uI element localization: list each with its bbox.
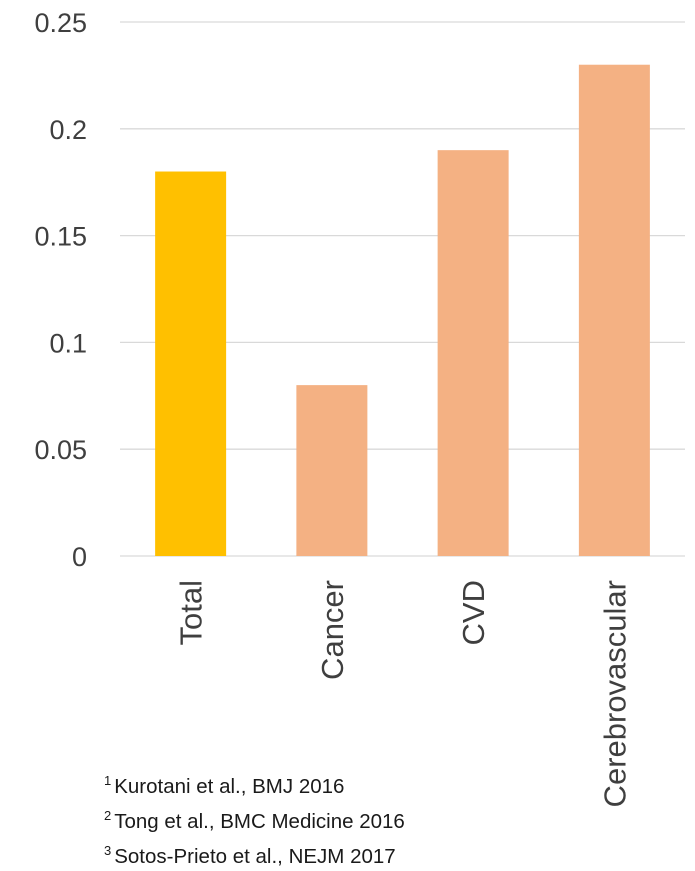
reference-3-text: Sotos-Prieto et al., NEJM 2017 (114, 845, 396, 868)
reference-2-number: 2 (104, 808, 112, 823)
y-tick-label-3: 0.15 (34, 222, 87, 252)
bar-cvd (437, 150, 509, 556)
bar-cancer (296, 385, 368, 556)
y-axis-ticks: 0 0.05 0.1 0.15 0.2 0.25 (34, 8, 87, 572)
reference-3: 3 Sotos-Prieto et al., NEJM 2017 (104, 836, 405, 871)
x-tick-label-total: Total (174, 580, 209, 645)
x-axis-ticks: Total Cancer CVD Cerebrovascular (174, 580, 633, 807)
reference-1-text: Kurotani et al., BMJ 2016 (114, 775, 345, 798)
x-tick-label-cerebrovascular: Cerebrovascular (597, 580, 632, 807)
reference-2: 2 Tong et al., BMC Medicine 2016 (104, 801, 405, 836)
reference-1: 1 Kurotani et al., BMJ 2016 (104, 766, 405, 801)
reference-3-number: 3 (104, 843, 112, 858)
reference-1-number: 1 (104, 773, 112, 788)
references: 1 Kurotani et al., BMJ 2016 2 Tong et al.,… (104, 766, 405, 871)
x-tick-label-cancer: Cancer (315, 580, 350, 680)
bars (155, 64, 650, 556)
bar-cerebrovascular (578, 64, 650, 556)
reference-2-text: Tong et al., BMC Medicine 2016 (114, 810, 405, 833)
y-tick-label-0: 0 (72, 542, 87, 572)
x-tick-label-cvd: CVD (456, 580, 491, 645)
y-tick-label-1: 0.05 (34, 435, 87, 465)
bar-total (155, 171, 227, 556)
y-tick-label-4: 0.2 (49, 115, 87, 145)
y-tick-label-2: 0.1 (49, 328, 87, 358)
y-tick-label-5: 0.25 (34, 8, 87, 38)
